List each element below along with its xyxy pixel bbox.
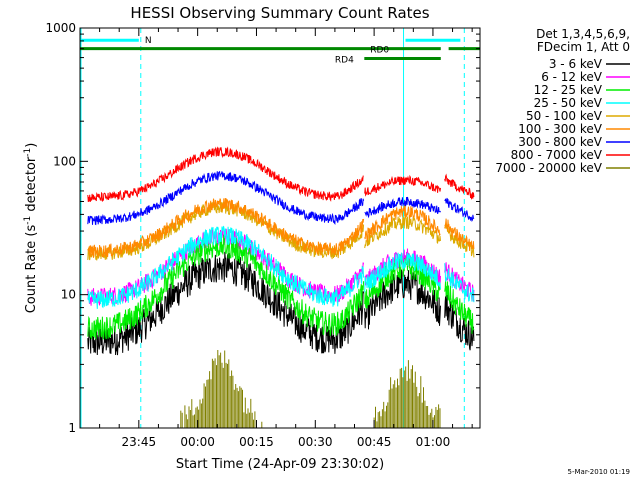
legend-entry-label: 6 - 12 keV xyxy=(541,70,603,84)
series-line-8 xyxy=(177,350,441,428)
series-line-6 xyxy=(87,170,475,226)
y-axis-label-sup1: -1 xyxy=(23,216,33,225)
y-tick-label: 1 xyxy=(68,421,76,435)
flag-label-rd4: RD4 xyxy=(335,56,354,66)
flag-label-rd0: RD0 xyxy=(370,46,389,56)
chart-title: HESSI Observing Summary Count Rates xyxy=(130,4,429,22)
y-axis-label-end: ) xyxy=(24,143,39,148)
x-tick-label: 00:45 xyxy=(357,435,392,449)
legend-entry-label: 3 - 6 keV xyxy=(549,57,603,71)
series-line-7 xyxy=(87,146,475,203)
legend-entry-label: 300 - 800 keV xyxy=(518,135,602,149)
y-tick-label: 1000 xyxy=(45,21,76,35)
legend-entry-label: 12 - 25 keV xyxy=(534,83,603,97)
x-tick-label: 23:45 xyxy=(122,435,157,449)
plot-frame xyxy=(79,27,481,429)
legend-header-line-1: Det 1,3,4,5,6,9, xyxy=(536,27,630,41)
series-line-0 xyxy=(87,251,475,356)
y-tick-label: 10 xyxy=(61,288,76,302)
x-tick-label: 00:15 xyxy=(239,435,274,449)
plot-area xyxy=(80,28,465,428)
legend-entry-label: 50 - 100 keV xyxy=(526,109,603,123)
date-stamp: 5-Mar-2010 01:19 xyxy=(568,468,630,476)
y-axis-label-mid: detector xyxy=(24,156,39,216)
x-tick-label: 00:00 xyxy=(180,435,215,449)
legend-header-line-2: FDecim 1, Att 0 xyxy=(537,40,630,54)
y-axis-label-main: Count Rate (s xyxy=(24,225,39,314)
legend-entry-label: 25 - 50 keV xyxy=(534,96,603,110)
y-axis-label: Count Rate (s-1 detector-1) xyxy=(23,143,39,314)
axis-layer: 1 10 100 1000 23:45 00:00 00:15 00:30 00:45 01:00 xyxy=(45,21,480,449)
series-line-5 xyxy=(87,197,475,258)
legend: Det 1,3,4,5,6,9, FDecim 1, Att 0 3 - 6 k… xyxy=(495,27,630,175)
x-tick-label: 01:00 xyxy=(416,435,451,449)
x-axis-label: Start Time (24-Apr-09 23:30:02) xyxy=(176,457,384,472)
x-tick-label: 00:30 xyxy=(298,435,333,449)
series-line-3 xyxy=(87,225,475,309)
y-axis-label-sup2: -1 xyxy=(23,148,33,157)
legend-entry-label: 800 - 7000 keV xyxy=(511,148,603,162)
legend-entry-label: 7000 - 20000 keV xyxy=(495,161,602,175)
legend-entry-label: 100 - 300 keV xyxy=(518,122,602,136)
series-layer xyxy=(87,146,475,428)
flag-label-n: N xyxy=(145,36,152,46)
y-tick-label: 100 xyxy=(53,154,76,168)
flag-layer: N RD0 RD4 xyxy=(80,36,480,66)
